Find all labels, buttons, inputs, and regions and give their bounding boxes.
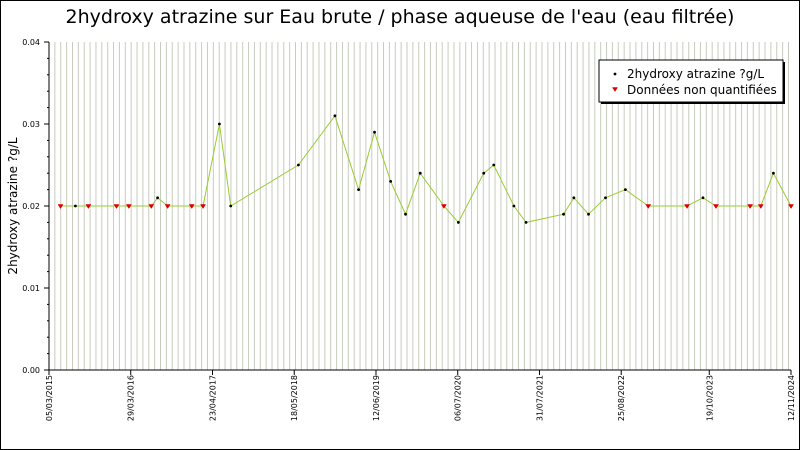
nonquantified-point: [788, 204, 794, 209]
data-point: [357, 188, 360, 192]
data-point: [562, 212, 565, 216]
data-point: [156, 196, 159, 200]
x-tick-label: 18/05/2018: [290, 375, 299, 421]
nonquantified-point: [85, 204, 92, 209]
nonquantified-point: [148, 204, 155, 209]
data-point: [512, 204, 516, 208]
nonquantified-point: [757, 204, 764, 209]
data-point: [524, 221, 528, 224]
nonquantified-point: [200, 204, 207, 209]
data-point: [389, 180, 393, 183]
y-tick-label: 0.04: [22, 38, 40, 47]
data-point: [701, 196, 705, 200]
data-point: [482, 171, 486, 175]
nonquantified-point: [164, 204, 171, 209]
x-tick-label: 12/06/2019: [372, 375, 381, 421]
x-tick-label: 31/07/2021: [535, 375, 544, 421]
nonquantified-point: [684, 204, 690, 209]
data-point: [418, 171, 422, 175]
nonquantified-point: [747, 204, 754, 209]
data-point: [771, 171, 775, 175]
data-point: [404, 212, 407, 216]
data-point: [297, 163, 300, 167]
data-point: [229, 204, 233, 208]
x-tick-label: 29/03/2016: [127, 375, 136, 421]
legend-marker-measured: [613, 72, 617, 76]
data-point: [604, 196, 607, 200]
data-point: [572, 196, 576, 200]
data-point: [492, 163, 496, 167]
legend-label-nonquantified: Données non quantifiées: [627, 83, 777, 97]
x-tick-label: 12/11/2024: [787, 375, 796, 421]
data-point: [333, 114, 337, 118]
nonquantified-point: [645, 204, 652, 209]
data-point: [74, 204, 77, 208]
nonquantified-point: [113, 204, 120, 209]
nonquantified-point: [713, 204, 719, 209]
y-tick-label: 0.02: [22, 202, 40, 211]
legend-label-measured: 2hydroxy atrazine ?g/L: [627, 67, 764, 81]
legend-marker-nonquantified: [612, 87, 618, 92]
data-point: [456, 221, 460, 224]
x-tick-label: 25/08/2022: [617, 375, 626, 421]
nonquantified-point: [188, 204, 195, 209]
data-point: [624, 188, 627, 192]
nonquantified-point: [57, 204, 64, 209]
chart-title: 2hydroxy atrazine sur Eau brute / phase …: [65, 6, 735, 28]
nonquantified-point: [125, 204, 132, 209]
y-tick-label: 0.03: [22, 120, 40, 129]
data-point: [587, 212, 590, 216]
series-line: [60, 114, 792, 224]
y-axis-title: 2hydroxy atrazine ?g/L: [6, 137, 20, 274]
x-tick-label: 19/10/2023: [705, 375, 714, 421]
legend-box: [598, 59, 784, 103]
y-tick-label: 0.01: [22, 284, 40, 293]
data-point: [373, 130, 376, 134]
x-tick-label: 23/04/2017: [208, 375, 217, 421]
data-point: [218, 122, 221, 126]
x-tick-label: 06/07/2020: [454, 375, 463, 421]
x-tick-label: 05/03/2015: [45, 375, 54, 421]
y-tick-label: 0.00: [22, 366, 40, 375]
nonquantified-point: [440, 204, 447, 209]
